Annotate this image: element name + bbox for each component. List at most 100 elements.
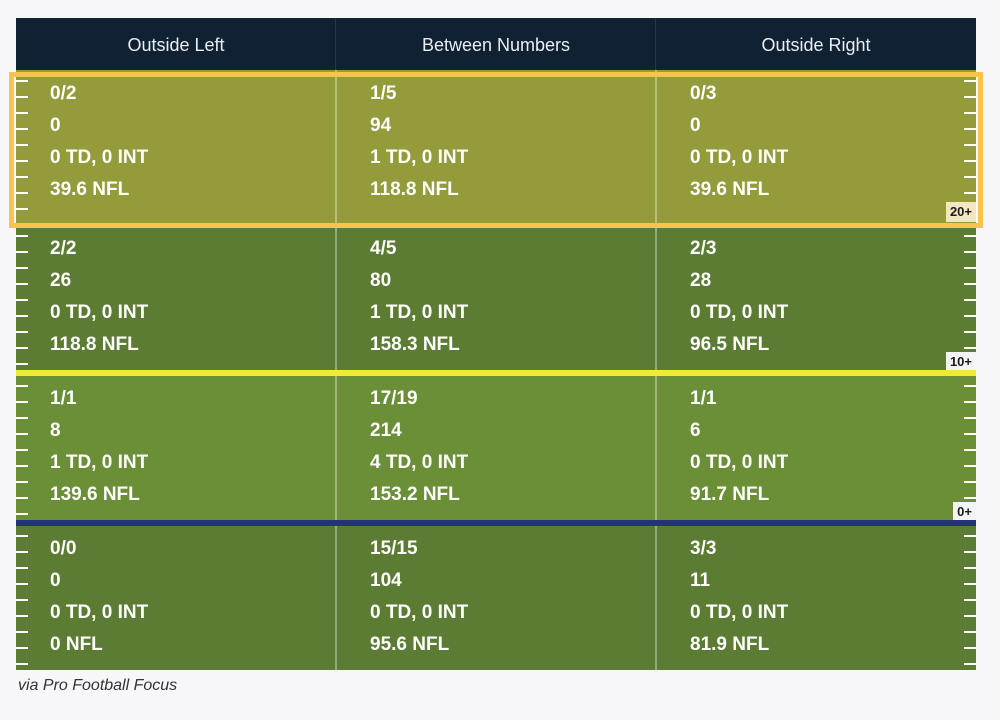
yard-hash-mark (964, 599, 976, 601)
yard-hash-mark (16, 160, 28, 162)
stat-td-int: 4 TD, 0 INT (370, 452, 469, 473)
yard-hash-mark (16, 235, 28, 237)
column-divider (655, 525, 657, 670)
stat-completions: 1/5 (370, 83, 397, 104)
line-of-scrimmage (16, 520, 976, 526)
stat-cell: 3/3 11 0 TD, 0 INT 81.9 NFL (690, 525, 788, 661)
column-header-outside-right: Outside Right (761, 35, 871, 55)
yard-hash-mark (964, 583, 976, 585)
stat-td-int: 0 TD, 0 INT (50, 602, 149, 623)
yard-hash-mark (16, 599, 28, 601)
yard-marker-badge: 10+ (945, 352, 976, 372)
yard-hash-mark (964, 192, 976, 194)
yard-hash-mark (16, 299, 28, 301)
yard-hash-mark (964, 315, 976, 317)
yard-hash-mark (16, 401, 28, 403)
yard-hash-mark (964, 235, 976, 237)
stat-completions: 0/2 (50, 83, 77, 104)
stat-passer-rating: 118.8 NFL (50, 334, 139, 355)
stat-yards: 26 (50, 270, 72, 291)
yard-hash-mark (964, 299, 976, 301)
stat-completions: 2/2 (50, 238, 77, 259)
yard-hash-mark (16, 96, 28, 98)
column-divider (335, 225, 337, 375)
stat-passer-rating: 95.6 NFL (370, 634, 450, 655)
yard-marker-badge: 0+ (953, 502, 976, 522)
yard-hash-mark (964, 267, 976, 269)
stat-passer-rating: 39.6 NFL (50, 179, 130, 200)
yard-hash-mark (16, 347, 28, 349)
yard-hash-mark (964, 615, 976, 617)
passing-chart: Outside Left Between Numbers Outside Right… (9, 18, 983, 670)
stat-completions: 3/3 (690, 538, 717, 559)
yard-hash-mark (964, 251, 976, 253)
stat-passer-rating: 118.8 NFL (370, 179, 459, 200)
yard-hash-mark (16, 385, 28, 387)
yard-hash-mark (964, 497, 976, 499)
stat-passer-rating: 139.6 NFL (50, 484, 140, 505)
yard-hash-mark (964, 433, 976, 435)
stat-td-int: 0 TD, 0 INT (690, 147, 789, 168)
stat-completions: 4/5 (370, 238, 397, 259)
column-header-separator (655, 18, 656, 70)
yard-hash-mark (16, 144, 28, 146)
yard-hash-mark (964, 551, 976, 553)
stat-yards: 28 (690, 270, 712, 291)
yard-hash-mark (16, 615, 28, 617)
column-divider (335, 70, 337, 225)
yard-hash-mark (964, 347, 976, 349)
stat-passer-rating: 96.5 NFL (690, 334, 770, 355)
yard-hash-mark (16, 465, 28, 467)
stat-yards: 6 (690, 420, 701, 441)
stat-cell: 1/1 8 1 TD, 0 INT 139.6 NFL (50, 375, 148, 511)
yard-hash-mark (16, 192, 28, 194)
column-header-outside-left: Outside Left (127, 35, 225, 55)
yard-hash-mark (964, 144, 976, 146)
stat-cell: 15/15 104 0 TD, 0 INT 95.6 NFL (370, 525, 468, 661)
stat-cell: 17/19 214 4 TD, 0 INT 153.2 NFL (370, 375, 468, 511)
yard-hash-mark (964, 535, 976, 537)
stat-completions: 2/3 (690, 238, 717, 259)
yard-hash-mark (964, 96, 976, 98)
yard-hash-mark (16, 631, 28, 633)
stat-completions: 1/1 (690, 388, 717, 409)
column-divider (335, 375, 337, 525)
stat-yards: 94 (370, 115, 392, 136)
yard-hash-mark (16, 449, 28, 451)
stat-td-int: 0 TD, 0 INT (690, 302, 789, 323)
zone-behind-los: 0/0 0 0 TD, 0 INT 0 NFL 15/15 104 0 TD, 0 INT 9… (16, 525, 976, 670)
stat-cell: 1/1 6 0 TD, 0 INT 91.7 NFL (690, 375, 788, 511)
stat-passer-rating: 91.7 NFL (690, 484, 770, 505)
zone-0-plus: 1/1 8 1 TD, 0 INT 139.6 NFL 17/19 214 4 TD, 0 … (16, 375, 976, 525)
yard-hash-mark (964, 80, 976, 82)
column-header-between-numbers: Between Numbers (421, 35, 571, 55)
stat-cell: 1/5 94 1 TD, 0 INT 118.8 NFL (370, 70, 468, 206)
yard-hash-mark (964, 449, 976, 451)
yard-hash-mark (16, 663, 28, 665)
yard-hash-mark (964, 631, 976, 633)
yard-hash-mark (964, 465, 976, 467)
stat-yards: 11 (690, 570, 711, 591)
stat-td-int: 1 TD, 0 INT (50, 452, 149, 473)
yard-marker-badge: 20+ (945, 202, 976, 222)
stat-cell: 0/2 0 0 TD, 0 INT 39.6 NFL (50, 70, 148, 206)
stat-completions: 15/15 (370, 538, 418, 559)
stat-cell: 0/3 0 0 TD, 0 INT 39.6 NFL (690, 70, 788, 206)
yard-hash-mark (16, 331, 28, 333)
yard-hash-mark (964, 481, 976, 483)
stat-passer-rating: 153.2 NFL (370, 484, 460, 505)
column-divider (655, 375, 657, 525)
yard-hash-mark (964, 176, 976, 178)
yard-hash-mark (964, 385, 976, 387)
yard-hash-mark (16, 513, 28, 515)
stat-passer-rating: 158.3 NFL (370, 334, 460, 355)
yard-line-10 (16, 370, 976, 376)
yard-hash-mark (16, 535, 28, 537)
stat-yards: 0 (50, 115, 61, 136)
stat-yards: 0 (690, 115, 701, 136)
yard-hash-mark (16, 551, 28, 553)
yard-hash-mark (964, 663, 976, 665)
yard-hash-mark (964, 128, 976, 130)
yard-hash-mark (16, 267, 28, 269)
zone-10-plus: 2/2 26 0 TD, 0 INT 118.8 NFL 4/5 80 1 TD, 0 IN… (16, 225, 976, 375)
